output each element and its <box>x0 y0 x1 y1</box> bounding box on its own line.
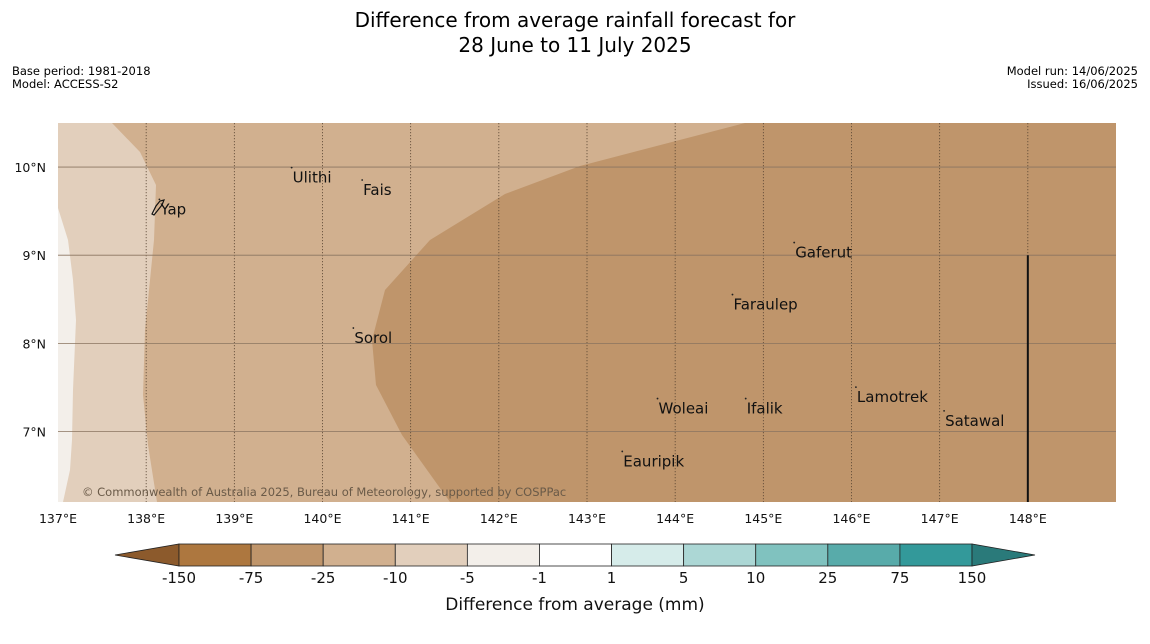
place-label-lamotrek: Lamotrek <box>857 388 928 406</box>
yap-island <box>151 199 165 216</box>
copyright-notice: © Commonwealth of Australia 2025, Bureau… <box>82 485 566 499</box>
longitude-label: 138°E <box>127 511 165 526</box>
place-labels: Yap Ulithi Fais Gaferut Faraulep Sorol Woleai I… <box>158 166 1004 470</box>
model-name: Model: ACCESS-S2 <box>12 77 119 91</box>
colorbar-tick-label: 10 <box>746 569 765 587</box>
colorbar-tick-label: 5 <box>679 569 689 587</box>
issued-date: Issued: 16/06/2025 <box>1027 77 1138 91</box>
colorbar-tick-label: -5 <box>460 569 475 587</box>
place-label-woleai: Woleai <box>659 400 709 418</box>
colorbar-bin <box>755 543 829 567</box>
colorbar-tick-label: -1 <box>532 569 547 587</box>
longitude-label: 137°E <box>39 511 77 526</box>
longitude-label: 143°E <box>568 511 606 526</box>
colorbar-bin <box>539 543 612 567</box>
island-marker <box>731 293 734 296</box>
colorbar-tick-label: 1 <box>607 569 617 587</box>
longitude-label: 148°E <box>1009 511 1047 526</box>
colorbar-bin <box>466 543 540 567</box>
colorbar-bin <box>611 543 685 567</box>
island-marker <box>793 241 796 244</box>
colorbar-tick-label: 75 <box>890 569 909 587</box>
latitude-label: 10°N <box>14 160 46 175</box>
island-marker <box>744 397 747 400</box>
longitude-label: 146°E <box>832 511 870 526</box>
island-marker <box>621 450 624 453</box>
place-label-ulithi: Ulithi <box>293 169 332 187</box>
island-marker <box>290 166 293 169</box>
place-label-yap: Yap <box>159 200 186 218</box>
place-label-gaferut: Gaferut <box>795 244 852 262</box>
longitude-label: 141°E <box>392 511 430 526</box>
band-minus-5-to-1 <box>58 208 76 502</box>
island-marker <box>943 410 945 412</box>
colorbar-bin <box>394 543 468 567</box>
latitude-label: 7°N <box>22 424 46 439</box>
colorbar-underflow-triangle <box>114 543 180 567</box>
colorbar-bin <box>250 543 324 567</box>
colorbar-tick-label: 25 <box>818 569 837 587</box>
colorbar: -150 -75 -25 -10 -5 -1 1 5 10 25 75 150 Difference … <box>114 543 1036 615</box>
colorbar-title: Difference from average (mm) <box>445 595 704 615</box>
band-minus-25-to-10 <box>58 123 745 502</box>
longitude-labels: 137°E 138°E 139°E 140°E 141°E 142°E 143°E 144°E… <box>39 511 1047 526</box>
colorbar-bins <box>178 543 973 567</box>
longitude-label: 139°E <box>215 511 253 526</box>
map-title: Difference from average rainfall forecas… <box>0 8 1150 58</box>
latitude-label: 8°N <box>22 336 46 351</box>
longitude-label: 140°E <box>303 511 341 526</box>
colorbar-tick-label: -25 <box>311 569 336 587</box>
colorbar-tick-label: -10 <box>383 569 408 587</box>
colorbar-tick-labels: -150 -75 -25 -10 -5 -1 1 5 10 25 75 150 <box>162 569 986 587</box>
colorbar-bin <box>899 543 973 567</box>
colorbar-bin <box>827 543 901 567</box>
island-marker <box>361 179 364 181</box>
island-marker <box>656 397 659 400</box>
longitude-label: 142°E <box>480 511 518 526</box>
latitude-labels: 10°N 9°N 8°N 7°N <box>14 160 46 439</box>
place-label-ifalik: Ifalik <box>747 400 783 418</box>
title-line-1: Difference from average rainfall forecas… <box>354 8 796 32</box>
island-marker <box>855 386 857 389</box>
place-label-faraulep: Faraulep <box>733 296 797 314</box>
colorbar-tick-label: 150 <box>958 569 987 587</box>
longitude-label: 147°E <box>921 511 959 526</box>
place-label-sorol: Sorol <box>354 329 392 347</box>
latitude-label: 9°N <box>22 248 46 263</box>
colorbar-overflow-triangle <box>971 543 1036 567</box>
place-label-fais: Fais <box>363 181 392 199</box>
colorbar-bin <box>178 543 252 567</box>
base-period: Base period: 1981-2018 <box>12 64 151 78</box>
title-line-2: 28 June to 11 July 2025 <box>458 33 692 57</box>
colorbar-bin <box>683 543 757 567</box>
longitude-label: 144°E <box>656 511 694 526</box>
colorbar-tick-label: -75 <box>239 569 264 587</box>
place-label-satawal: Satawal <box>945 412 1004 430</box>
island-marker <box>158 198 161 201</box>
place-label-eauripik: Eauripik <box>623 452 684 470</box>
metadata-left: Base period: 1981-2018 Model: ACCESS-S2 <box>12 65 151 91</box>
metadata-right: Model run: 14/06/2025 Issued: 16/06/2025 <box>1007 65 1138 91</box>
colorbar-tick-label: -150 <box>162 569 196 587</box>
colorbar-bin <box>322 543 396 567</box>
longitude-label: 145°E <box>744 511 782 526</box>
band-minus-10-to-5 <box>58 123 157 502</box>
island-marker <box>352 327 355 329</box>
model-run: Model run: 14/06/2025 <box>1006 64 1138 78</box>
map-area: Yap Ulithi Fais Gaferut Faraulep Sorol Woleai I… <box>58 123 1116 502</box>
